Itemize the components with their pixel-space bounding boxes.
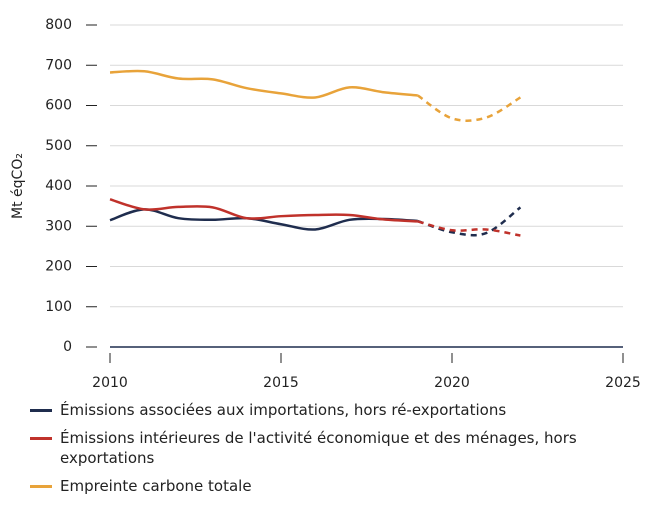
x-tick-label: 2015 — [263, 375, 299, 391]
chart: Mt éqCO₂ 0 100 200 300 400 500 600 700 800 2010 20… — [10, 17, 641, 391]
series-line — [417, 220, 521, 237]
y-tick-label: 700 — [45, 57, 72, 73]
legend: Émissions associées aux importations, ho… — [30, 400, 630, 504]
x-tick-label: 2010 — [92, 375, 128, 391]
legend-label: Émissions associées aux importations, ho… — [60, 401, 507, 419]
legend-swatch — [30, 409, 52, 412]
series-line — [417, 94, 522, 122]
legend-swatch — [30, 437, 52, 440]
legend-item: Empreinte carbone totale — [30, 476, 630, 496]
y-axis-label: Mt éqCO₂ — [10, 153, 26, 219]
y-tick-label: 400 — [45, 178, 72, 194]
legend-item: Émissions intérieures de l'activité écon… — [30, 428, 630, 468]
series-line — [417, 206, 522, 237]
y-tick-label: 0 — [63, 339, 72, 355]
legend-label: Empreinte carbone totale — [60, 477, 252, 495]
x-tick-label: 2025 — [605, 375, 641, 391]
legend-item: Émissions associées aux importations, ho… — [30, 400, 630, 420]
y-tick-label: 800 — [45, 17, 72, 33]
y-tick-label: 100 — [45, 299, 72, 315]
y-tick-label: 200 — [45, 259, 72, 275]
x-tick-label: 2020 — [434, 375, 470, 391]
legend-swatch — [30, 485, 52, 488]
y-tick-label: 600 — [45, 98, 72, 114]
legend-label: Émissions intérieures de l'activité écon… — [60, 429, 577, 467]
series-line — [109, 69, 418, 99]
series-line — [109, 198, 418, 223]
y-tick-label: 500 — [45, 138, 72, 154]
y-tick-label: 300 — [45, 218, 72, 234]
series-line — [109, 208, 418, 231]
